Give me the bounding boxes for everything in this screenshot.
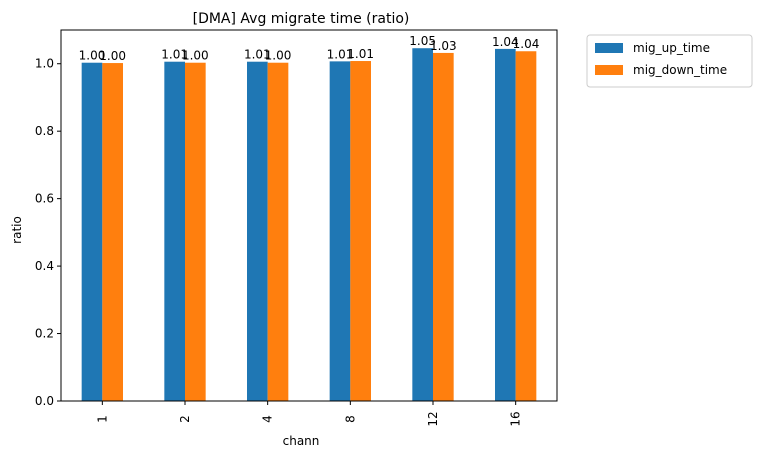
x-axis-label: chann bbox=[283, 434, 320, 448]
legend-label-mig-up-time: mig_up_time bbox=[633, 41, 710, 55]
y-tick-label: 0.8 bbox=[35, 124, 54, 138]
bar-mig-down-time-4 bbox=[267, 62, 289, 401]
chart-title: [DMA] Avg migrate time (ratio) bbox=[193, 11, 410, 27]
plot-frame bbox=[60, 29, 558, 402]
bar-mig-up-time-16 bbox=[495, 48, 516, 402]
bar-mig-down-time-1 bbox=[102, 63, 123, 401]
bar-mig-down-time-12 bbox=[433, 52, 454, 402]
plot-area: 1.00 1.01 1.01 1.011.05 1.041.00 1.00 1.00 1.01… bbox=[35, 29, 558, 427]
x-tick-label: 8 bbox=[343, 415, 357, 423]
data-label: 1.00 bbox=[265, 49, 292, 63]
y-tick-label: 0.0 bbox=[35, 394, 54, 408]
data-label: 1.03 bbox=[430, 39, 457, 53]
data-label: 1.01 bbox=[161, 48, 188, 62]
x-tick-label: 12 bbox=[426, 411, 440, 426]
y-tick-label: 0.6 bbox=[35, 192, 54, 206]
y-tick-label: 0.2 bbox=[35, 327, 54, 341]
legend: mig_up_time mig_down_time bbox=[586, 34, 753, 88]
data-label: 1.04 bbox=[513, 37, 540, 51]
legend-swatch-mig-down-time bbox=[595, 65, 623, 75]
x-tick-label: 2 bbox=[178, 415, 192, 423]
bar-mig-down-time-8 bbox=[350, 61, 371, 402]
y-tick-label: 1.0 bbox=[35, 57, 54, 71]
data-label: 1.04 bbox=[492, 35, 519, 49]
x-tick-label: 1 bbox=[95, 415, 109, 423]
data-label: 1.00 bbox=[99, 49, 126, 63]
legend-box bbox=[586, 34, 753, 88]
bar-mig-up-time-4 bbox=[247, 61, 268, 401]
bar-mig-down-time-16 bbox=[515, 51, 537, 402]
legend-label-mig-down-time: mig_down_time bbox=[633, 63, 727, 77]
data-label: 1.00 bbox=[79, 49, 106, 63]
legend-swatch-mig-up-time bbox=[595, 43, 623, 53]
data-label: 1.01 bbox=[327, 47, 354, 61]
bar-mig-up-time-8 bbox=[329, 61, 351, 401]
data-label: 1.05 bbox=[409, 34, 436, 48]
bar-mig-up-time-12 bbox=[412, 48, 433, 401]
x-tick-label: 16 bbox=[509, 411, 523, 426]
x-tick-label: 4 bbox=[261, 415, 275, 423]
bar-mig-up-time-2 bbox=[164, 61, 185, 401]
bar-mig-up-time-1 bbox=[81, 62, 103, 401]
data-label: 1.00 bbox=[182, 49, 209, 63]
y-axis-label: ratio bbox=[10, 216, 24, 244]
data-label: 1.01 bbox=[347, 47, 374, 61]
bar-mig-down-time-2 bbox=[185, 62, 206, 401]
data-label: 1.01 bbox=[244, 48, 271, 62]
y-tick-label: 0.4 bbox=[35, 259, 54, 273]
